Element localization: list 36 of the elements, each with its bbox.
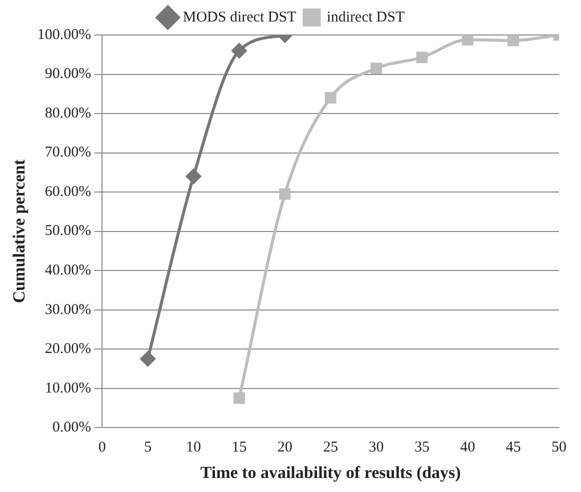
point: [370, 62, 382, 74]
x-tick-label: 40: [460, 440, 476, 456]
x-tick-label: 25: [323, 440, 338, 456]
x-tick-label: 20: [277, 440, 292, 456]
y-tick-label: 100.00%: [37, 26, 92, 43]
point: [279, 188, 291, 200]
x-tick-label: 10: [186, 440, 202, 456]
point: [508, 35, 520, 46]
point: [233, 392, 245, 404]
y-axis-title: Cumulative percent: [10, 159, 29, 304]
point: [186, 168, 202, 184]
y-tick-label: 0.00%: [52, 420, 92, 436]
y-tick-label: 60.00%: [44, 184, 92, 200]
y-tick-label: 40.00%: [44, 262, 92, 278]
legend-label: MODS direct DST: [182, 9, 296, 26]
point: [462, 35, 474, 46]
x-tick-label: 15: [232, 440, 247, 456]
y-tick-label: 50.00%: [44, 223, 92, 240]
x-tick-label: 30: [368, 440, 384, 456]
x-axis-title: Time to availability of results (days): [200, 463, 461, 482]
legend-label: indirect DST: [326, 9, 405, 26]
point: [232, 43, 247, 58]
y-tick-label: 30.00%: [44, 302, 92, 318]
x-tick-label: 45: [506, 440, 521, 456]
y-tick-label: 80.00%: [44, 105, 92, 122]
y-tick-label: 20.00%: [44, 341, 92, 358]
y-tick-label: 70.00%: [44, 144, 92, 161]
point: [416, 52, 428, 64]
y-tick-label: 10.00%: [44, 380, 92, 396]
x-tick-label: 35: [414, 440, 430, 456]
point: [140, 351, 156, 366]
point: [324, 92, 336, 104]
y-tick-label: 90.00%: [44, 66, 92, 82]
x-tick-label: 0: [98, 440, 106, 456]
x-tick-label: 50: [552, 440, 566, 456]
x-tick-label: 5: [144, 440, 152, 456]
